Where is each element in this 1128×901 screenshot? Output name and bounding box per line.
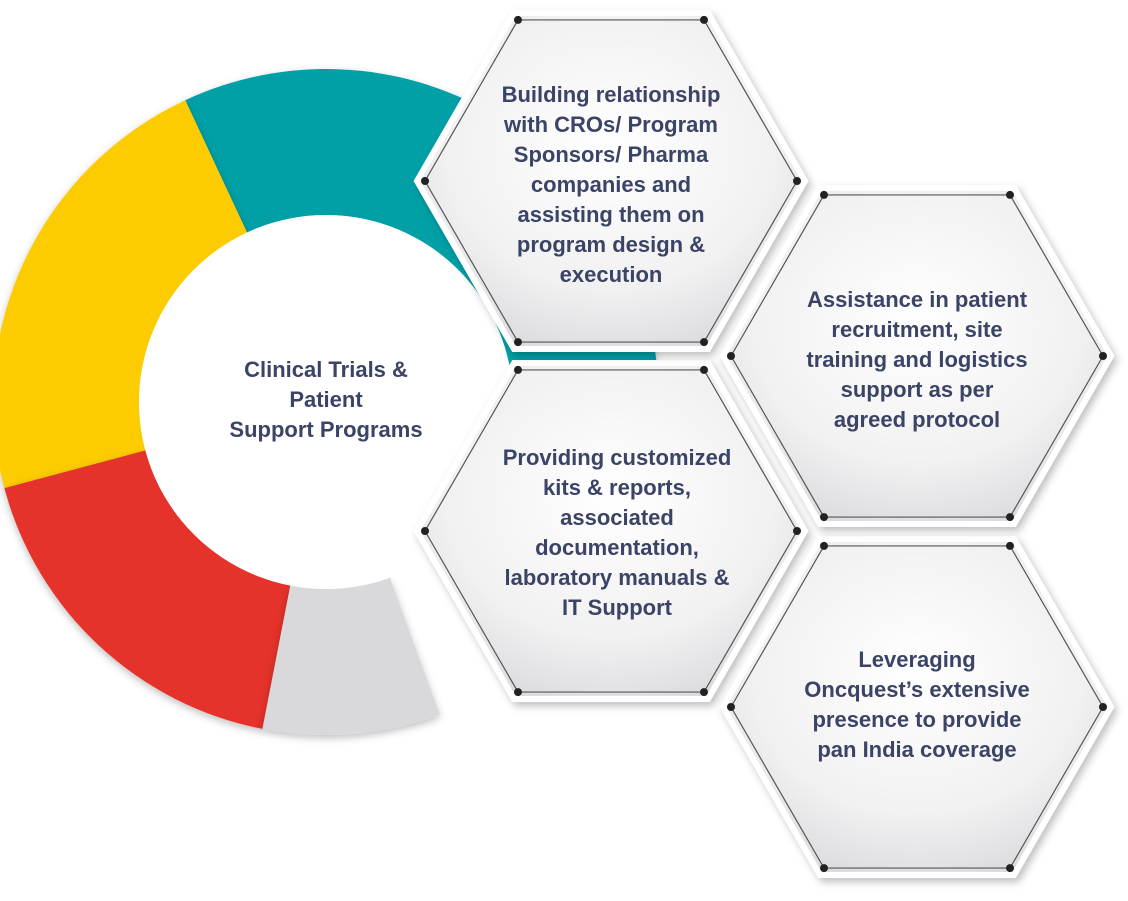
hexagon-vertex-dot bbox=[1005, 541, 1014, 550]
hexagon-vertex-dot bbox=[421, 527, 429, 535]
hexagon-text-line: Building relationship bbox=[501, 82, 721, 107]
hexagon-vertex-dot bbox=[1005, 513, 1014, 522]
hexagon-vertex-dot bbox=[793, 177, 801, 185]
hexagon-vertex-dot bbox=[699, 338, 708, 347]
hexagon-text-line: presence to provide bbox=[812, 707, 1022, 732]
hexagon-vertex-dot bbox=[699, 688, 708, 697]
hexagon-text-line: Assistance in patient bbox=[806, 287, 1028, 312]
ring-segment-grey bbox=[262, 577, 440, 735]
hexagon-shape bbox=[413, 360, 809, 702]
hexagon-text-line: associated bbox=[560, 505, 674, 530]
hexagon-text-kits: Providing customized kits & reports, ass… bbox=[470, 438, 764, 628]
center-title: Clinical Trials & Patient Support Progra… bbox=[196, 352, 456, 448]
hexagon-text-line: agreed protocol bbox=[833, 407, 1001, 432]
hexagon-vertex-dot bbox=[820, 864, 829, 873]
hexagon-cros bbox=[413, 10, 809, 352]
center-title-line-1: Clinical Trials & bbox=[244, 357, 408, 382]
hexagon-shape bbox=[719, 536, 1115, 878]
hexagon-text-line: kits & reports, bbox=[543, 475, 691, 500]
hexagon-group bbox=[413, 10, 1115, 878]
hexagon-coverage bbox=[719, 536, 1115, 878]
hexagon-text-line: with CROs/ Program bbox=[504, 112, 718, 137]
hexagon-text-line: laboratory manuals & bbox=[504, 565, 730, 590]
hexagon-vertex-dot bbox=[699, 15, 708, 24]
center-title-line-3: Support Programs bbox=[229, 417, 423, 442]
hexagon-vertex-dot bbox=[699, 365, 708, 374]
hexagon-vertex-dot bbox=[514, 15, 523, 24]
hexagon-text-line: companies and bbox=[530, 172, 692, 197]
hexagon-text-line: program design & bbox=[516, 232, 706, 257]
ring-segment-yellow bbox=[0, 100, 247, 489]
hexagon-vertex-dot bbox=[727, 352, 735, 360]
hexagon-vertex-dot bbox=[820, 513, 829, 522]
hexagon-vertex-dot bbox=[421, 177, 429, 185]
hexagon-vertex-dot bbox=[1005, 190, 1014, 199]
ring-inner-hole bbox=[139, 215, 513, 589]
hexagon-vertex-dot bbox=[820, 190, 829, 199]
hexagon-recruitment bbox=[719, 185, 1115, 527]
hexagon-vertex-dot bbox=[514, 338, 523, 347]
hexagon-text-line: pan India coverage bbox=[817, 737, 1017, 762]
hexagon-text-coverage: Leveraging Oncquest’s extensive presence… bbox=[776, 640, 1058, 770]
hexagon-text-line: IT Support bbox=[562, 595, 672, 620]
hexagon-text-line: assisting them on bbox=[517, 202, 705, 227]
hexagon-vertex-dot bbox=[514, 365, 523, 374]
hexagon-vertex-dot bbox=[514, 688, 523, 697]
hexagon-text-line: Leveraging bbox=[858, 647, 976, 672]
hexagon-shape bbox=[413, 10, 809, 352]
hexagon-text-line: support as per bbox=[840, 377, 994, 402]
hexagon-vertex-dot bbox=[727, 703, 735, 711]
hexagon-text-line: training and logistics bbox=[806, 347, 1028, 372]
hexagon-text-line: execution bbox=[559, 262, 663, 287]
hexagon-vertex-dot bbox=[793, 527, 801, 535]
hexagon-text-line: documentation, bbox=[535, 535, 699, 560]
hexagon-text-line: recruitment, site bbox=[831, 317, 1003, 342]
hexagon-text-recruitment: Assistance in patient recruitment, site … bbox=[776, 280, 1058, 440]
hexagon-vertex-dot bbox=[1099, 703, 1107, 711]
hexagon-text-line: Sponsors/ Pharma bbox=[513, 142, 709, 167]
hexagon-text-cros: Building relationship with CROs/ Program… bbox=[470, 60, 752, 310]
ring-segment-red bbox=[4, 450, 291, 729]
hexagon-vertex-dot bbox=[1005, 864, 1014, 873]
hexagon-text-line: Providing customized bbox=[502, 445, 732, 470]
hexagon-vertex-dot bbox=[820, 541, 829, 550]
hexagon-shape bbox=[719, 185, 1115, 527]
hexagon-vertex-dot bbox=[1099, 352, 1107, 360]
hexagon-kits bbox=[413, 360, 809, 702]
hexagon-text-line: Oncquest’s extensive bbox=[804, 677, 1030, 702]
center-title-line-2: Patient bbox=[289, 387, 363, 412]
